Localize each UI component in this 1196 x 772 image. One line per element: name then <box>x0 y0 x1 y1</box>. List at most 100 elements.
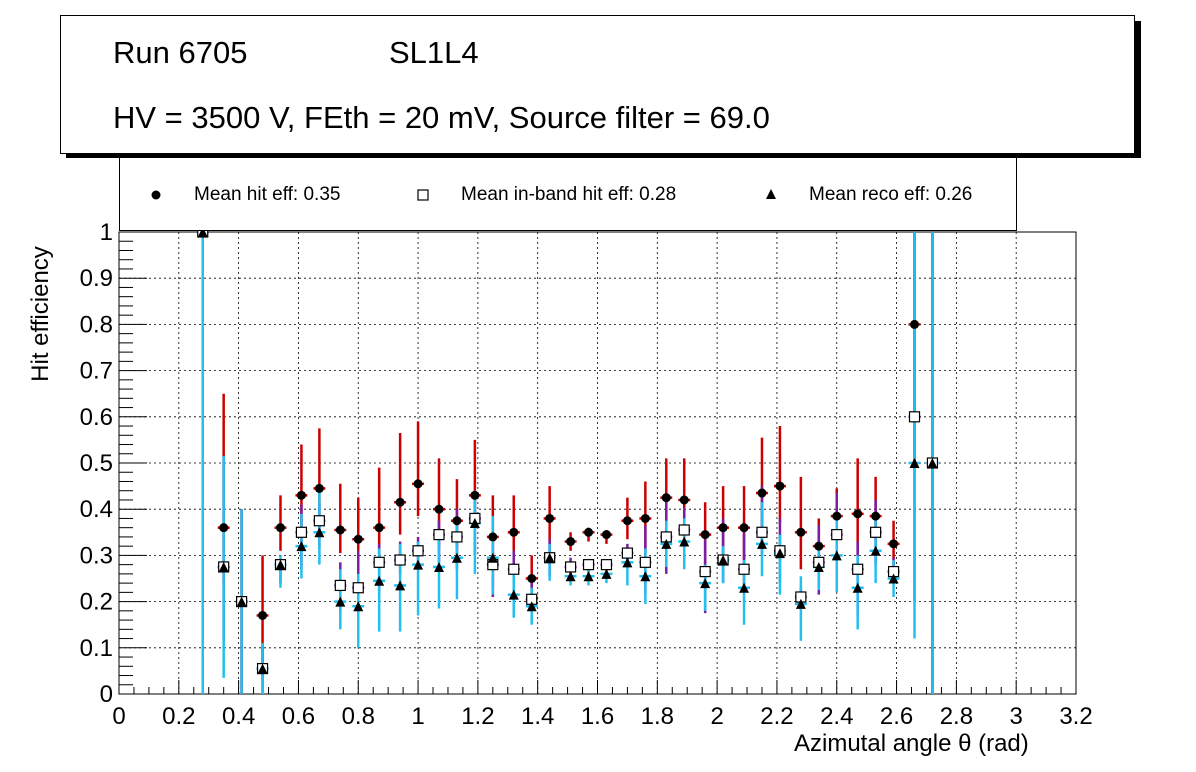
hit-eff-point <box>488 532 498 542</box>
hit-eff-point <box>258 610 268 620</box>
reco-eff-point <box>700 578 711 589</box>
reco-eff-point <box>544 552 555 563</box>
reco-eff-point <box>218 561 229 572</box>
reco-eff-point <box>813 561 824 572</box>
reco-eff-point <box>469 518 480 529</box>
x-tick-label: 1.4 <box>521 703 554 730</box>
hit-eff-point <box>434 504 444 514</box>
inband-eff-point <box>639 556 651 568</box>
hit-eff-point <box>661 493 671 503</box>
x-tick-label: 1 <box>411 703 424 730</box>
x-tick-label: 1.6 <box>581 703 614 730</box>
reco-eff-point <box>565 571 576 582</box>
inband-eff-point <box>564 561 577 573</box>
y-tick-label: 0.2 <box>80 589 113 616</box>
reco-eff-point <box>335 596 346 607</box>
y-tick-label: 0.9 <box>80 265 113 292</box>
hit-eff-point <box>832 511 842 521</box>
run-label: Run 6705 <box>113 35 248 70</box>
hit-eff-point <box>413 479 423 489</box>
y-tick-label: 1 <box>100 219 113 246</box>
hit-eff-point <box>775 481 785 491</box>
reco-eff-point <box>870 545 881 556</box>
reco-eff-point <box>756 538 767 549</box>
hit-eff-point <box>814 541 824 551</box>
y-axis-title: Hit efficiency <box>27 246 54 382</box>
x-axis-title: Azimutal angle θ (rad) <box>794 730 1029 757</box>
error-bars <box>196 230 939 694</box>
x-tick-label: 1.8 <box>641 703 674 730</box>
y-tick-label: 0.6 <box>80 404 113 431</box>
inband-eff-point <box>738 563 750 575</box>
reco-eff-point <box>640 571 651 582</box>
reco-eff-point <box>718 555 729 566</box>
hit-eff-point <box>622 516 632 526</box>
reco-eff-point <box>774 548 785 559</box>
hit-eff-point <box>374 523 384 533</box>
inband-eff-point <box>412 545 424 557</box>
reco-eff-point <box>795 598 806 609</box>
reco-eff-point <box>888 573 899 584</box>
x-tick-label: 2.4 <box>820 703 853 730</box>
hit-eff-point <box>566 537 576 547</box>
hit-eff-point <box>757 488 767 498</box>
hit-eff-point <box>314 483 324 493</box>
hit-eff-point <box>219 523 229 533</box>
inband-eff-point <box>908 411 921 423</box>
reco-eff-point <box>852 582 863 593</box>
inband-eff-point <box>394 554 406 566</box>
hit-eff-point <box>910 319 920 329</box>
hit-eff-point <box>335 525 345 535</box>
reco-eff-point <box>927 458 938 468</box>
y-tick-label: 0.4 <box>80 496 113 523</box>
reco-eff-point <box>197 227 208 237</box>
legend-inband-label: Mean in-band hit eff: 0.28 <box>461 184 677 205</box>
inband-eff-point <box>756 526 768 538</box>
hit-eff-point <box>796 527 806 537</box>
x-tick-label: 1.2 <box>461 703 494 730</box>
x-tick-label: 0.6 <box>282 703 315 730</box>
hit-eff-point <box>601 530 611 540</box>
x-tick-label: 0.2 <box>162 703 195 730</box>
inband-eff-point <box>582 559 595 571</box>
y-tick-label: 0.8 <box>80 311 113 338</box>
inband-eff-point <box>451 531 463 543</box>
x-tick-label: 2 <box>710 703 723 730</box>
reco-eff-point <box>601 568 612 579</box>
hit-eff-point <box>545 513 555 523</box>
x-tick-label: 0.4 <box>222 703 255 730</box>
reco-eff-point <box>395 580 406 591</box>
inband-eff-point <box>852 563 864 575</box>
inband-eff-point <box>870 526 882 538</box>
inband-eff-point <box>313 515 325 527</box>
hit-eff-point <box>871 511 881 521</box>
y-tick-label: 0.3 <box>80 542 113 569</box>
inband-eff-point <box>334 579 346 592</box>
hit-eff-point <box>452 516 462 526</box>
reco-eff-point <box>583 571 594 582</box>
hit-eff-point <box>718 523 728 533</box>
reco-eff-point <box>236 596 247 607</box>
reco-eff-point <box>526 601 537 612</box>
conditions-label: HV = 3500 V, FEth = 20 mV, Source filter… <box>113 100 770 135</box>
reco-eff-point <box>739 582 750 593</box>
reco-eff-point <box>622 557 633 568</box>
reco-eff-point <box>353 601 364 612</box>
hit-eff-point <box>509 527 519 537</box>
inband-eff-point <box>373 556 385 568</box>
hit-eff-point <box>527 574 537 583</box>
hit-eff-point <box>470 490 480 500</box>
reco-eff-point <box>831 550 842 561</box>
x-tick-label: 0 <box>112 703 125 730</box>
layer-label: SL1L4 <box>389 35 479 70</box>
hit-eff-point <box>395 497 405 507</box>
inband-eff-point <box>600 559 613 571</box>
inband-eff-point <box>352 582 364 594</box>
x-tick-label: 2.2 <box>760 703 793 730</box>
hit-eff-point <box>679 495 689 505</box>
hit-eff-point <box>739 523 749 533</box>
hit-eff-point <box>889 539 899 549</box>
inband-eff-point <box>508 563 520 575</box>
inband-eff-point <box>699 565 711 578</box>
